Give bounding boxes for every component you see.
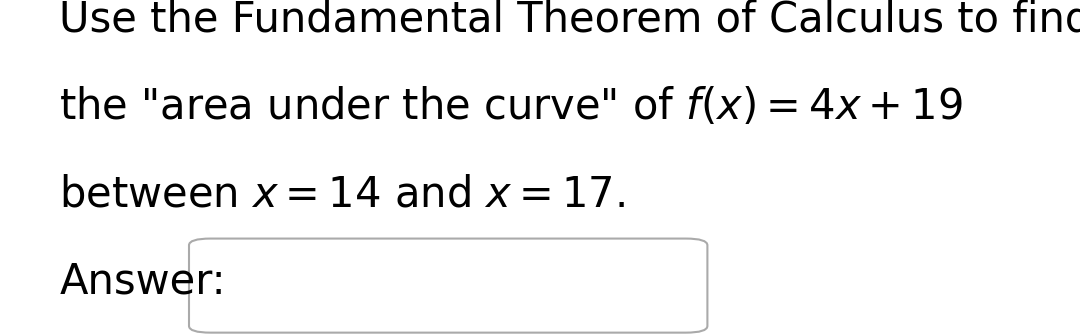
- Text: the "area under the curve" of $f(x) = 4x + 19$: the "area under the curve" of $f(x) = 4x…: [59, 86, 963, 128]
- Text: Answer:: Answer:: [59, 260, 226, 302]
- Text: Use the Fundamental Theorem of Calculus to find: Use the Fundamental Theorem of Calculus …: [59, 0, 1080, 40]
- FancyBboxPatch shape: [189, 239, 707, 333]
- Text: between $x = 14$ and $x = 17.$: between $x = 14$ and $x = 17.$: [59, 173, 625, 215]
